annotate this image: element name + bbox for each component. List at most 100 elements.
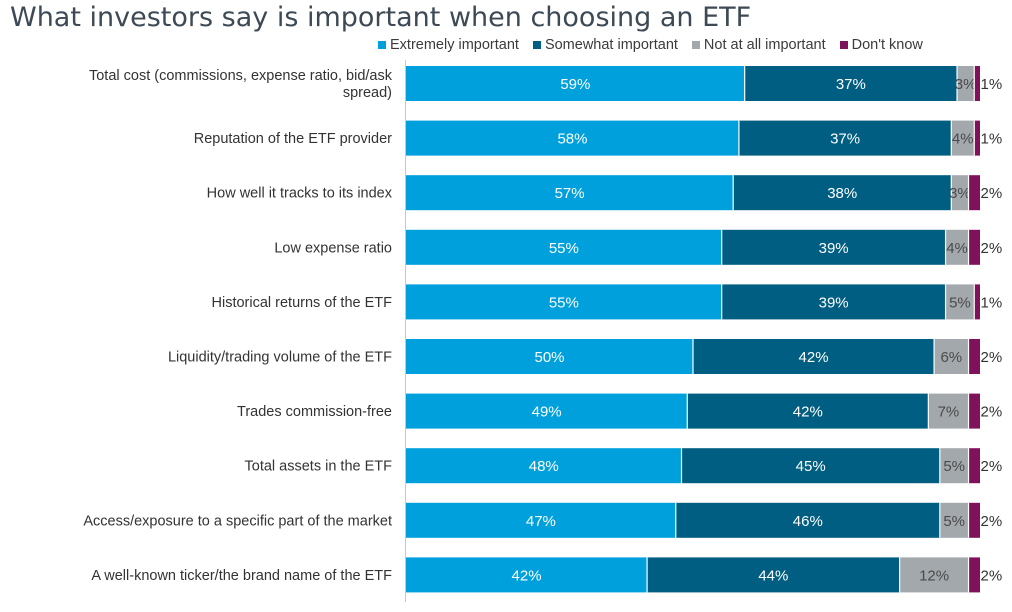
data-label: 5% <box>943 458 965 475</box>
bar-segment-not-at-all-important <box>945 284 975 320</box>
bar-segment-extremely-important <box>406 393 688 429</box>
category-label: How well it tracks to its index <box>207 186 393 202</box>
bar-segment-extremely-important <box>406 175 734 211</box>
data-label: 55% <box>549 294 579 311</box>
bar-segment-not-at-all-important <box>945 229 969 265</box>
bar-segment-somewhat-important <box>681 448 940 484</box>
legend-swatch-somewhat-important <box>532 41 541 49</box>
data-label: 39% <box>819 294 849 311</box>
bar-segment-not-at-all-important <box>939 448 969 484</box>
bar-segment-don-t-know <box>968 229 980 265</box>
bar-segment-don-t-know <box>968 393 980 429</box>
bar-segment-extremely-important <box>406 448 682 484</box>
data-label: 2% <box>981 240 1003 257</box>
data-label: 49% <box>532 404 562 421</box>
bar-segment-somewhat-important <box>693 339 935 374</box>
data-label: 7% <box>938 404 960 421</box>
legend-label-not-at-all-important: Not at all important <box>703 37 826 53</box>
legend-swatch-dont-know <box>839 41 848 49</box>
data-label: 57% <box>555 185 585 202</box>
bar-segment-not-at-all-important <box>951 175 969 211</box>
legend-item-somewhat-important: Somewhat important <box>532 37 678 53</box>
data-label: 1% <box>981 294 1003 311</box>
bar-segment-somewhat-important <box>721 229 946 265</box>
data-label: 48% <box>529 458 559 475</box>
legend-swatch-extremely-important <box>378 41 386 49</box>
bar-segment-somewhat-important <box>687 393 929 429</box>
data-label: 4% <box>952 131 974 148</box>
category-label: Trades commission-free <box>237 404 392 420</box>
legend-item-extremely-important: Extremely important <box>378 37 519 53</box>
data-label: 37% <box>830 131 860 148</box>
bar-segment-extremely-important <box>406 557 648 593</box>
data-label: 2% <box>981 349 1003 366</box>
bar-segment-somewhat-important <box>744 66 958 101</box>
data-label: 2% <box>981 513 1003 530</box>
data-label: 42% <box>793 404 823 421</box>
bar-segment-somewhat-important <box>733 175 952 211</box>
data-label: 44% <box>758 567 788 584</box>
data-label: 46% <box>793 513 823 530</box>
legend: Extremely important Somewhat important N… <box>378 37 923 53</box>
legend-item-dont-know: Don't know <box>839 37 923 53</box>
legend-label-dont-know: Don't know <box>851 37 923 53</box>
category-label: Total cost (commissions, expense ratio, … <box>89 68 393 84</box>
bar-segment-somewhat-important <box>721 284 946 320</box>
data-label: 37% <box>836 76 866 93</box>
data-label: 39% <box>819 240 849 257</box>
data-label: 38% <box>827 185 857 202</box>
bar-segment-extremely-important <box>406 120 739 156</box>
data-label: 3% <box>949 185 971 202</box>
category-label: Access/exposure to a specific part of th… <box>83 513 392 529</box>
category-label: Reputation of the ETF provider <box>194 131 392 147</box>
bar-segment-somewhat-important <box>738 120 952 156</box>
data-label: 2% <box>981 567 1003 584</box>
legend-label-somewhat-important: Somewhat important <box>544 37 678 53</box>
bar-segment-don-t-know <box>974 120 980 156</box>
bar-segment-not-at-all-important <box>957 66 975 101</box>
data-label: 5% <box>949 294 971 311</box>
bar-segment-don-t-know <box>974 66 980 101</box>
data-label: 55% <box>549 240 579 257</box>
data-label: 4% <box>946 240 968 257</box>
data-label: 2% <box>981 458 1003 475</box>
data-label: 50% <box>534 349 564 366</box>
bar-segment-don-t-know <box>968 448 980 484</box>
data-label: 3% <box>955 76 977 93</box>
data-label: 2% <box>981 185 1003 202</box>
data-label: 1% <box>981 131 1003 148</box>
category-label: A well-known ticker/the brand name of th… <box>91 568 392 584</box>
data-label: 12% <box>919 567 949 584</box>
chart-title: What investors say is important when cho… <box>10 2 752 33</box>
data-label: 42% <box>512 567 542 584</box>
category-label: Low expense ratio <box>274 240 392 256</box>
bar-segment-not-at-all-important <box>899 557 969 593</box>
data-label: 45% <box>796 458 826 475</box>
bar-segment-don-t-know <box>974 284 980 320</box>
category-label: Historical returns of the ETF <box>212 295 393 311</box>
bar-segment-extremely-important <box>406 284 722 320</box>
bar-segment-extremely-important <box>406 66 745 101</box>
bar-segment-not-at-all-important <box>934 339 969 374</box>
bar-segment-somewhat-important <box>647 557 900 593</box>
data-label: 2% <box>981 404 1003 421</box>
bar-segment-don-t-know <box>968 175 980 211</box>
data-label: 1% <box>981 76 1003 93</box>
data-label: 58% <box>557 131 587 148</box>
bar-segment-not-at-all-important <box>928 393 969 429</box>
bar-segment-don-t-know <box>968 557 980 593</box>
legend-item-not-at-all-important: Not at all important <box>691 37 826 53</box>
category-label: Liquidity/trading volume of the ETF <box>168 350 392 366</box>
data-label: 47% <box>526 513 556 530</box>
category-label: Total assets in the ETF <box>245 459 393 475</box>
legend-swatch-not-at-all-important <box>691 41 700 49</box>
data-label: 6% <box>940 349 962 366</box>
legend-label-extremely-important: Extremely important <box>390 37 519 53</box>
data-label: 5% <box>943 513 965 530</box>
bar-segment-not-at-all-important <box>939 502 969 538</box>
bar-segment-extremely-important <box>406 502 676 538</box>
category-label: spread) <box>343 85 392 101</box>
bar-segment-don-t-know <box>968 502 980 538</box>
bar-segment-extremely-important <box>406 339 693 374</box>
data-label: 59% <box>560 76 590 93</box>
